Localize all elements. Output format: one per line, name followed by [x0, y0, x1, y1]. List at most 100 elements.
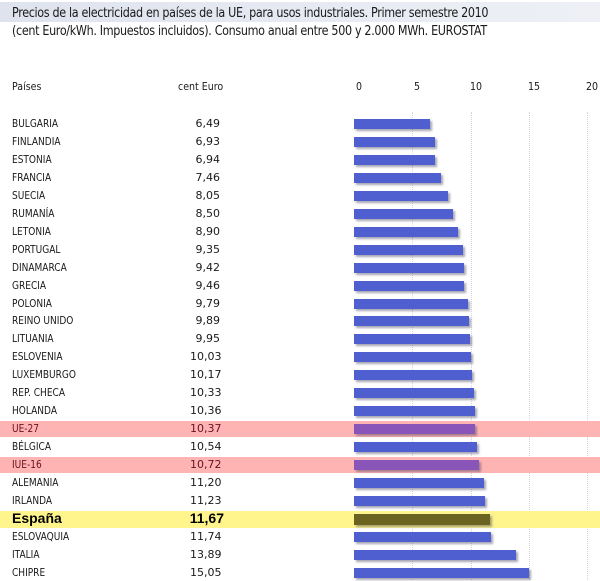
bar: [354, 478, 484, 488]
bar: [354, 334, 470, 344]
bar: [354, 173, 441, 183]
column-header-country: Países: [12, 80, 42, 93]
country-label: ESTONIA: [12, 153, 52, 166]
bar: [354, 406, 475, 416]
table-row: LUXEMBURGO 10,17: [0, 367, 600, 383]
value-label: 6,94: [195, 153, 221, 166]
table-row: BULGARIA 6,49: [0, 116, 600, 132]
country-label: ALEMANIA: [12, 476, 59, 489]
table-row-highlighted: España 11,67: [0, 511, 600, 528]
bar: [354, 460, 479, 470]
country-label: España: [12, 510, 62, 526]
bar: [354, 155, 435, 165]
bar: [354, 299, 468, 309]
table-row: REINO UNIDO 9,89: [0, 313, 600, 329]
country-label: CHIPRE: [12, 566, 46, 579]
bar: [354, 119, 430, 129]
value-label: 11,74: [190, 530, 222, 543]
country-label: LUXEMBURGO: [12, 368, 76, 381]
bar: [354, 568, 529, 578]
value-label: 11,67: [189, 510, 224, 526]
bar: [354, 496, 485, 506]
country-label: IUE-16: [12, 458, 42, 471]
table-row: PORTUGAL 9,35: [0, 242, 600, 258]
table-row: SUECIA 8,05: [0, 188, 600, 204]
table-row: ITALIA 13,89: [0, 547, 600, 563]
value-label: 10,72: [190, 458, 222, 471]
table-row-highlighted: UE-27 10,37: [0, 421, 600, 437]
bar: [354, 514, 490, 525]
gridline: [587, 112, 588, 580]
country-label: PORTUGAL: [12, 243, 61, 256]
bar: [354, 245, 463, 255]
value-label: 9,89: [195, 314, 221, 327]
country-label: POLONIA: [12, 297, 52, 310]
table-row: ESTONIA 6,94: [0, 152, 600, 168]
bar: [354, 424, 475, 434]
bar: [354, 316, 469, 326]
value-label: 6,93: [195, 135, 221, 148]
country-label: ESLOVENIA: [12, 350, 63, 363]
x-tick-label: 5: [414, 80, 421, 93]
value-label: 8,90: [195, 225, 221, 238]
table-row: DINAMARCA 9,42: [0, 260, 600, 276]
table-row: CHIPRE 15,05: [0, 565, 600, 581]
value-label: 10,54: [190, 440, 222, 453]
value-label: 7,46: [195, 171, 221, 184]
table-row: BÉLGICA 10,54: [0, 439, 600, 455]
table-row: ESLOVAQUIA 11,74: [0, 529, 600, 545]
value-label: 6,49: [195, 117, 221, 130]
country-label: UE-27: [12, 422, 40, 435]
chart-title: Precios de la electricidad en países de …: [12, 6, 489, 21]
bar: [354, 263, 464, 273]
value-label: 9,35: [195, 243, 221, 256]
x-tick-label: 0: [355, 80, 363, 93]
country-label: FINLANDIA: [12, 135, 61, 148]
value-label: 9,95: [195, 332, 221, 345]
table-row: RUMANÍA 8,50: [0, 206, 600, 222]
value-label: 9,42: [195, 261, 221, 274]
country-label: BÉLGICA: [12, 440, 52, 453]
country-label: IRLANDA: [12, 494, 53, 507]
value-label: 10,03: [190, 350, 222, 363]
bar: [354, 281, 464, 291]
value-label: 10,17: [190, 368, 222, 381]
bar: [354, 209, 453, 219]
value-label: 10,36: [190, 404, 222, 417]
gridline: [529, 112, 530, 580]
bar: [354, 352, 471, 362]
bar: [354, 227, 458, 237]
country-label: REP. CHECA: [12, 386, 65, 399]
bar: [354, 137, 435, 147]
country-label: HOLANDA: [12, 404, 57, 417]
table-row: FRANCIA 7,46: [0, 170, 600, 186]
table-row: HOLANDA 10,36: [0, 403, 600, 419]
gridline: [471, 112, 472, 580]
country-label: SUECIA: [12, 189, 46, 202]
value-label: 9,46: [195, 279, 221, 292]
bar: [354, 191, 448, 201]
country-label: ESLOVAQUIA: [12, 530, 70, 543]
country-label: RUMANÍA: [12, 207, 55, 220]
table-row-highlighted: IUE-16 10,72: [0, 457, 600, 473]
country-label: LETONIA: [12, 225, 51, 238]
table-row: REP. CHECA 10,33: [0, 385, 600, 401]
bar: [354, 370, 472, 380]
table-row: ESLOVENIA 10,03: [0, 349, 600, 365]
table-row: LETONIA 8,90: [0, 224, 600, 240]
gridline: [412, 112, 413, 580]
column-header-value: cent Euro: [178, 80, 224, 93]
table-row: IRLANDA 11,23: [0, 493, 600, 509]
x-tick-label: 15: [527, 80, 540, 93]
country-label: FRANCIA: [12, 171, 52, 184]
country-label: BULGARIA: [12, 117, 59, 130]
value-label: 15,05: [190, 566, 222, 579]
table-row: FINLANDIA 6,93: [0, 134, 600, 150]
table-row: LITUANIA 9,95: [0, 331, 600, 347]
country-label: GRECIA: [12, 279, 47, 292]
table-row: GRECIA 9,46: [0, 278, 600, 294]
value-label: 10,37: [190, 422, 222, 435]
value-label: 11,23: [190, 494, 222, 507]
country-label: DINAMARCA: [12, 261, 67, 274]
country-label: ITALIA: [12, 548, 40, 561]
